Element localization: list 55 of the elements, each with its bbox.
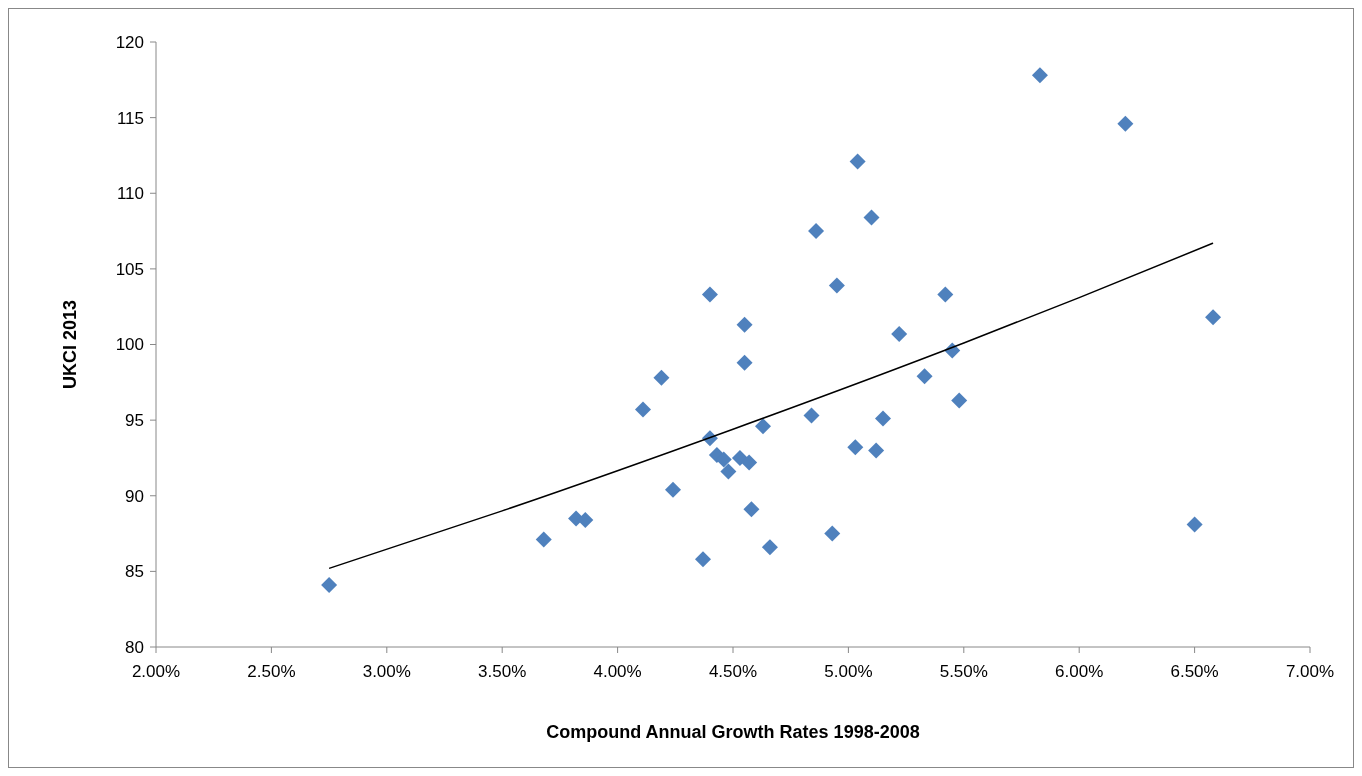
point	[847, 439, 864, 456]
point	[916, 368, 933, 385]
y-tick-label: 115	[116, 108, 144, 128]
x-tick-label: 7.00%	[1285, 662, 1335, 681]
x-tick-label: 5.00%	[824, 662, 873, 681]
y-tick-label: 100	[115, 335, 144, 355]
x-tick-label: 3.00%	[362, 662, 411, 681]
point	[720, 463, 737, 480]
point	[824, 525, 841, 542]
point	[741, 454, 758, 471]
line-series	[328, 242, 1214, 570]
point	[1186, 516, 1203, 533]
x-tick-label: 2.00%	[131, 662, 181, 681]
point	[736, 354, 753, 371]
point	[535, 531, 552, 548]
point	[863, 209, 880, 226]
point	[828, 277, 845, 294]
point	[755, 418, 771, 435]
y-tick-label: 110	[116, 184, 144, 204]
point	[1205, 309, 1222, 326]
point	[736, 316, 753, 333]
x-tick-label: 6.50%	[1170, 662, 1219, 681]
x-tick-label: 6.00%	[1055, 662, 1104, 681]
point	[634, 401, 651, 418]
point	[1031, 67, 1048, 84]
y-axis-title: UKCI 2013	[60, 299, 80, 390]
y-tick-label: 85	[125, 562, 144, 582]
point	[868, 442, 885, 459]
x-tick-label: 2.50%	[247, 662, 296, 681]
point	[653, 369, 670, 386]
point	[891, 325, 908, 342]
point	[664, 481, 681, 498]
y-tick-label: 90	[125, 486, 144, 506]
x-tick-label: 3.50%	[478, 662, 527, 681]
y-tick-label: 80	[125, 637, 144, 657]
point	[1117, 115, 1134, 132]
point	[808, 223, 825, 240]
point	[937, 286, 954, 303]
point	[951, 392, 968, 409]
point	[761, 539, 778, 556]
y-tick-label: 120	[115, 32, 144, 52]
x-axis-title: Compound Annual Growth Rates 1998-2008	[546, 722, 920, 742]
point	[875, 410, 892, 427]
point	[803, 407, 820, 424]
point	[731, 449, 748, 466]
x-tick-label: 5.50%	[939, 662, 988, 681]
point	[743, 501, 760, 518]
y-tick-label: 105	[115, 259, 144, 279]
point	[321, 576, 338, 593]
point	[701, 286, 718, 303]
y-tick-label: 95	[125, 411, 144, 431]
x-tick-label: 4.50%	[708, 662, 758, 681]
x-tick-label: 4.00%	[593, 662, 642, 681]
point	[849, 153, 866, 170]
point	[695, 551, 711, 568]
